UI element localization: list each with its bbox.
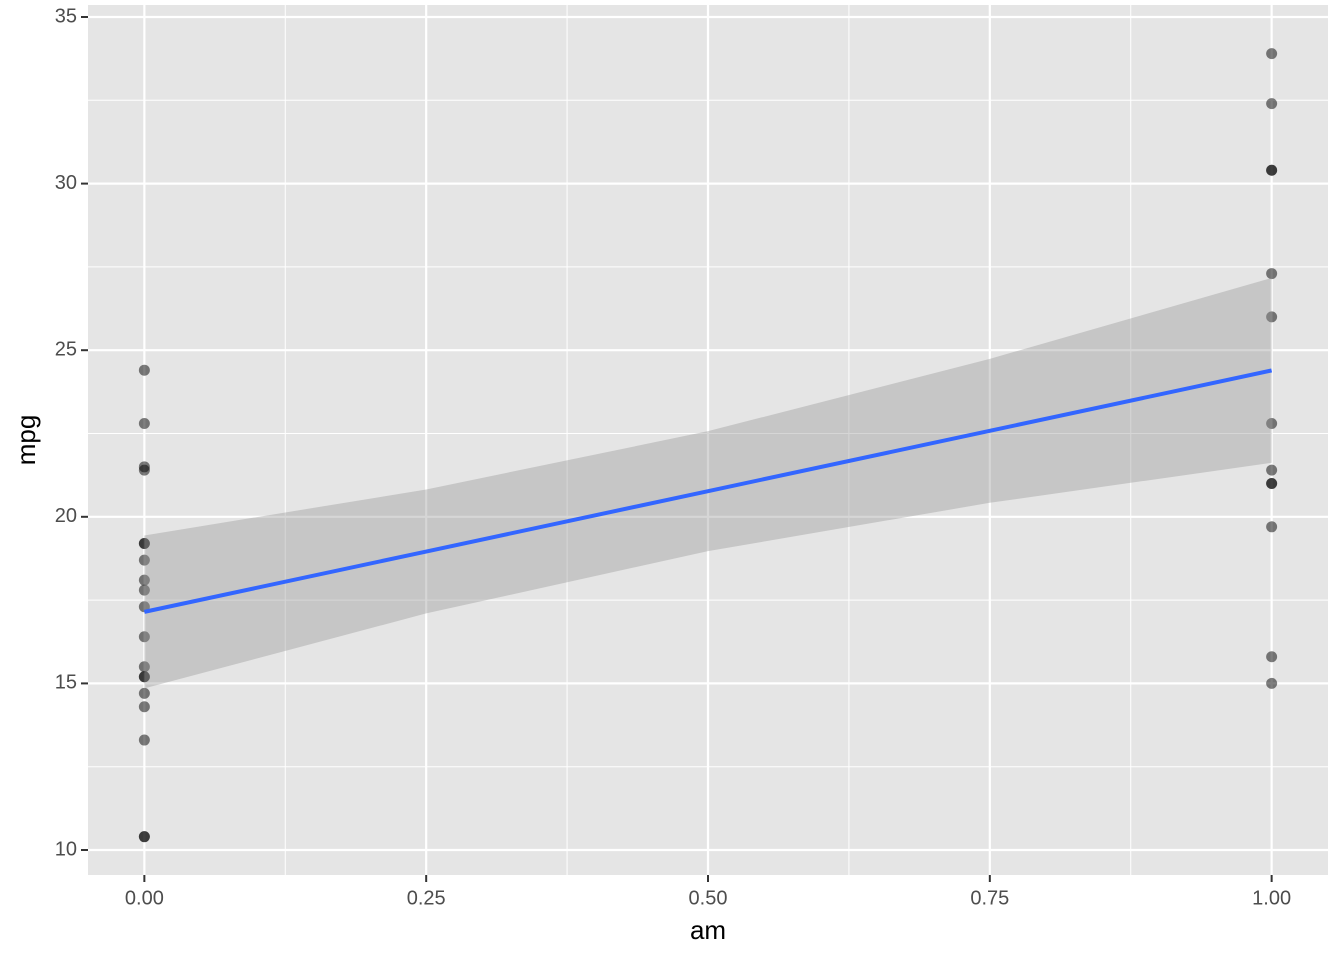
y-tick-label: 35 — [55, 5, 77, 27]
y-axis-title: mpg — [11, 415, 41, 466]
confidence-band — [144, 277, 1272, 689]
point — [138, 574, 150, 586]
point — [138, 631, 150, 643]
point — [1266, 164, 1278, 176]
point — [1266, 98, 1278, 110]
x-tick-label: 0.75 — [970, 887, 1009, 909]
x-tick-label: 0.00 — [125, 887, 164, 909]
point — [138, 701, 150, 713]
point — [138, 364, 150, 376]
point — [1266, 464, 1278, 476]
y-tick-label: 10 — [55, 838, 77, 860]
y-tick-label: 25 — [55, 338, 77, 360]
point — [138, 734, 150, 746]
x-tick-label: 1.00 — [1252, 887, 1291, 909]
y-tick-label: 15 — [55, 672, 77, 694]
x-tick-label: 0.50 — [689, 887, 728, 909]
point — [138, 831, 150, 843]
y-tick-label: 20 — [55, 505, 77, 527]
y-tick-label: 30 — [55, 172, 77, 194]
point — [1266, 268, 1278, 280]
point — [138, 687, 150, 699]
point — [138, 537, 150, 549]
point — [1266, 677, 1278, 689]
x-tick-label: 0.25 — [407, 887, 446, 909]
point — [138, 584, 150, 596]
point — [138, 461, 150, 473]
point — [1266, 311, 1278, 323]
point — [138, 418, 150, 430]
point — [138, 671, 150, 683]
point — [138, 661, 150, 673]
point — [1266, 48, 1278, 60]
point — [1266, 418, 1278, 430]
point — [1266, 521, 1278, 533]
x-axis-title: am — [690, 915, 726, 945]
point — [1266, 651, 1278, 663]
point — [1266, 477, 1278, 489]
smooth-line — [143, 368, 1273, 614]
point — [138, 554, 150, 566]
